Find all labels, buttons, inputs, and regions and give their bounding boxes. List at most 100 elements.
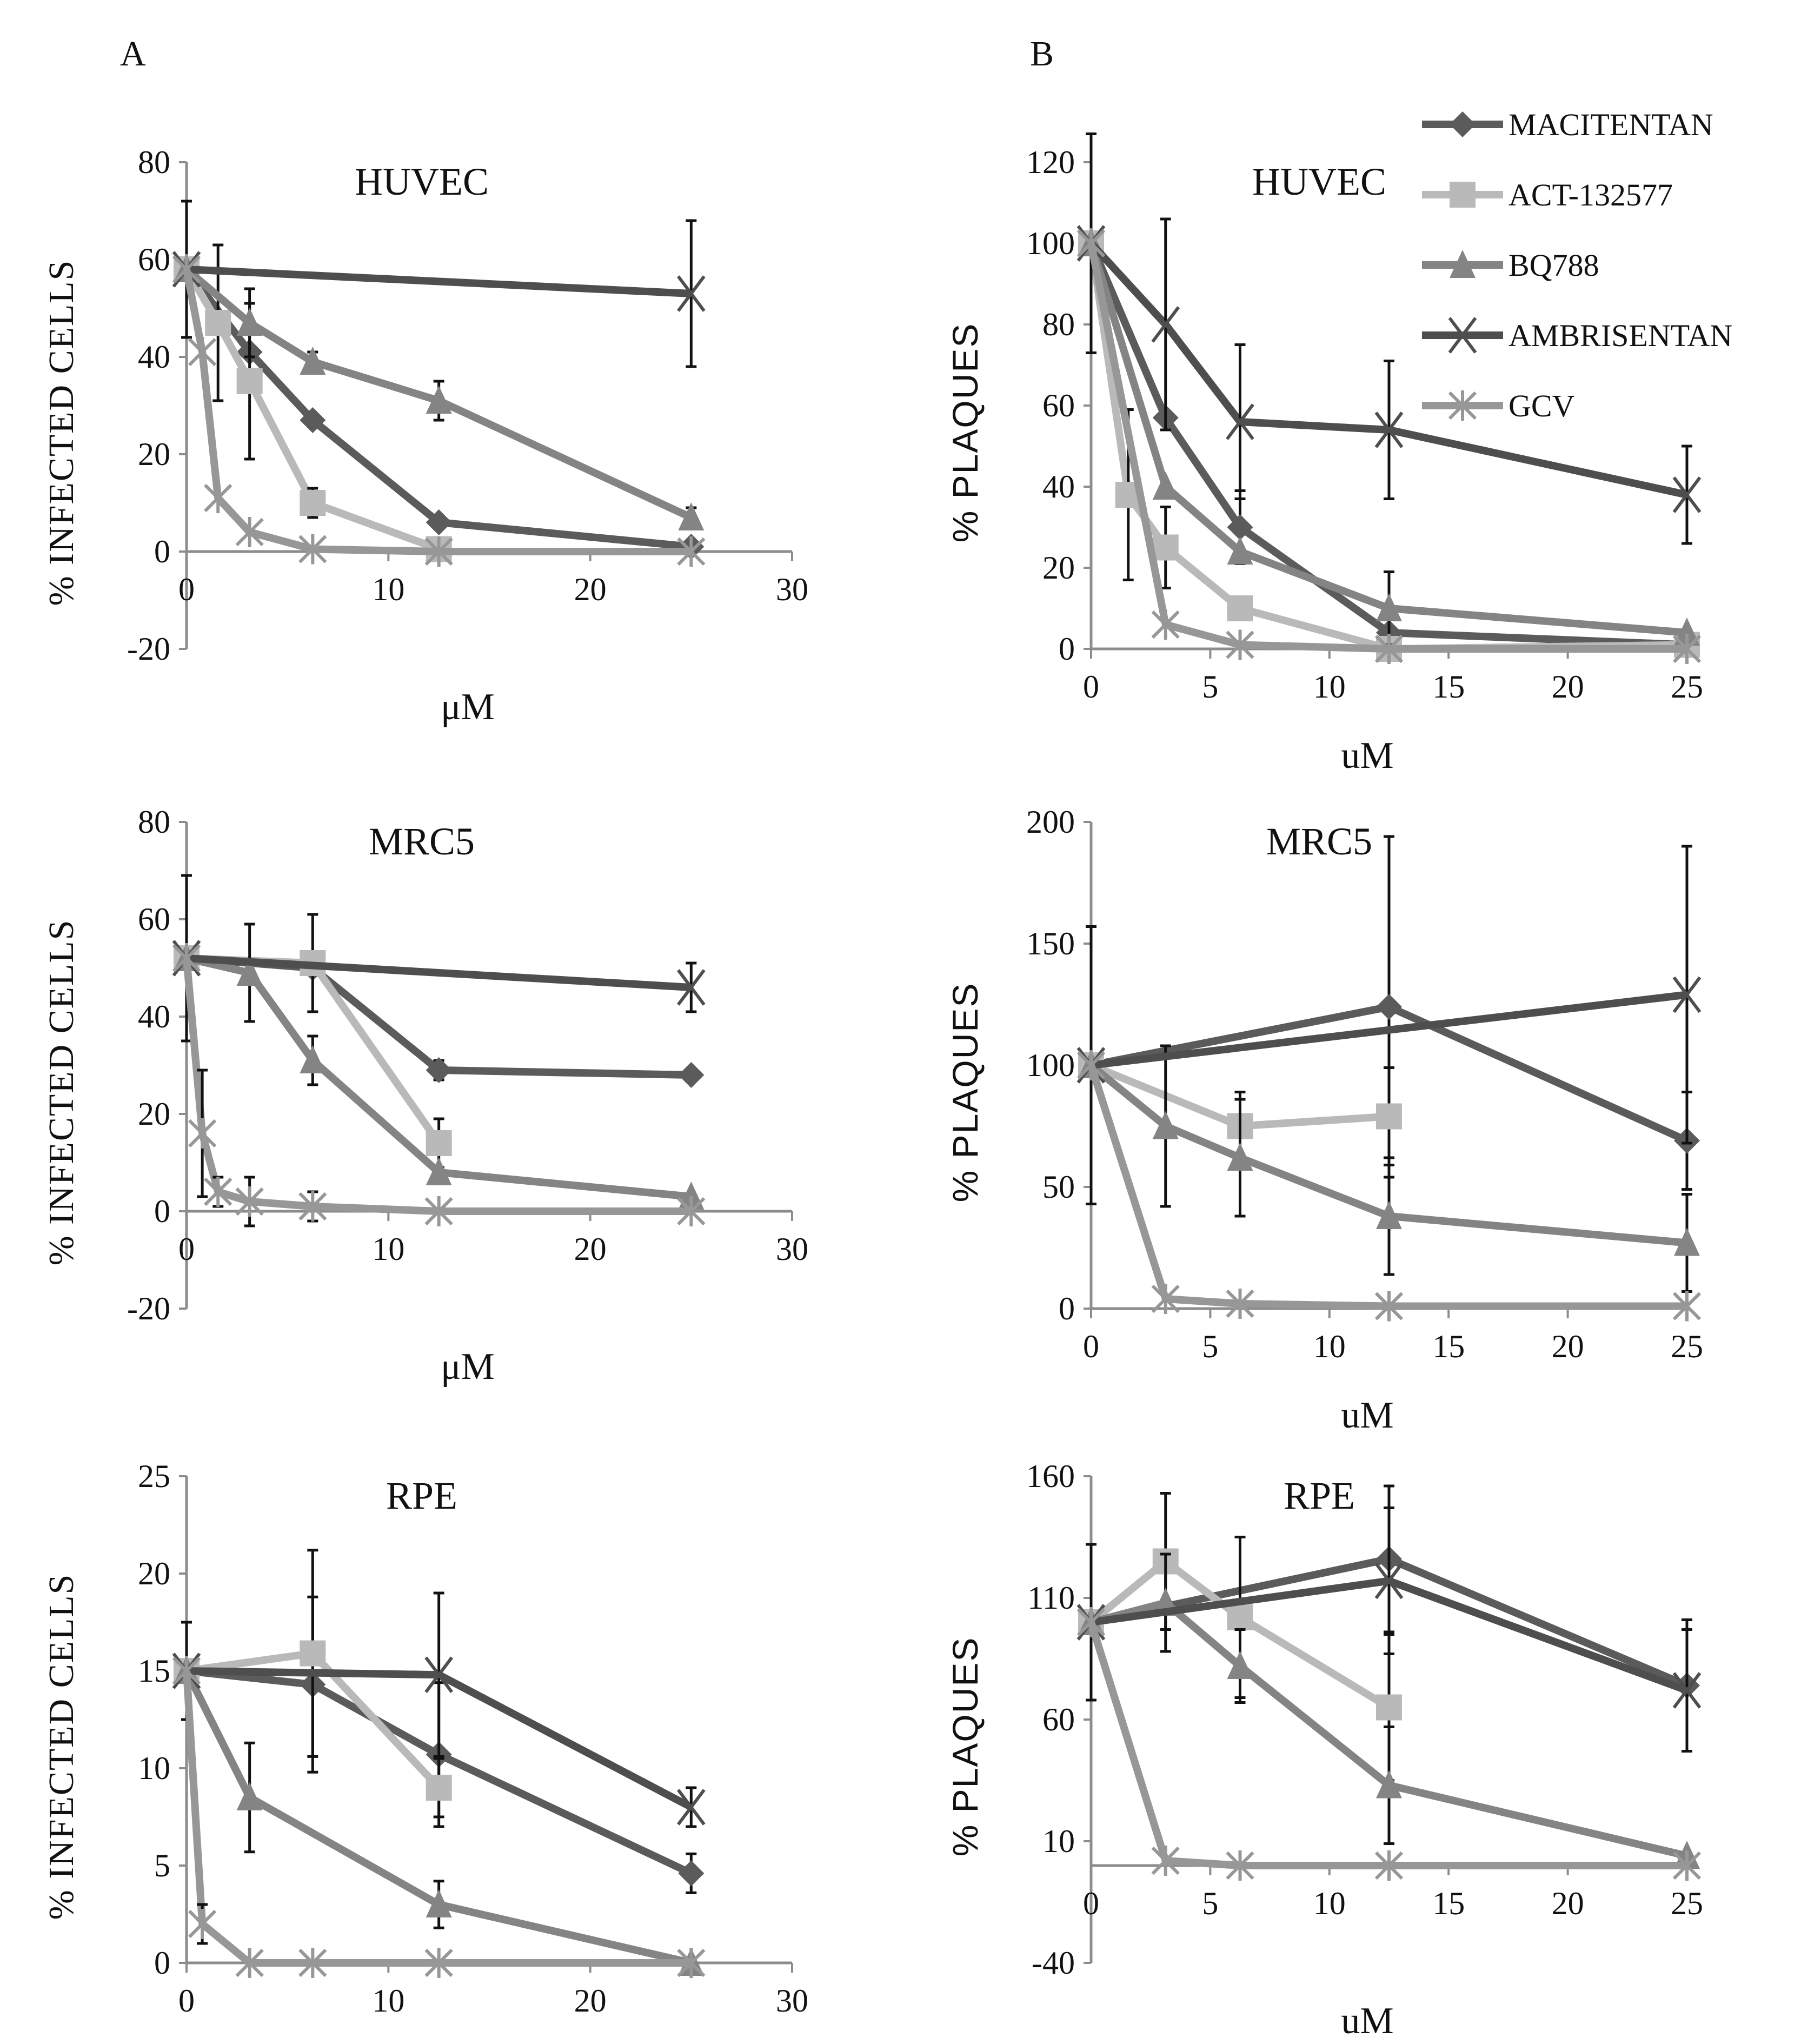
data-point xyxy=(188,1118,217,1149)
series-act-132577 xyxy=(174,1549,452,1819)
data-point xyxy=(676,1789,706,1826)
series-gcv xyxy=(1076,1607,1702,1881)
data-point xyxy=(204,1177,232,1207)
panel-label-b: B xyxy=(1030,34,1054,74)
x-tick-label: 5 xyxy=(1202,1886,1218,1921)
data-point xyxy=(236,368,263,394)
y-tick-label: 40 xyxy=(138,999,170,1034)
data-point xyxy=(204,483,232,513)
data-point xyxy=(1226,1289,1254,1319)
data-point xyxy=(1376,1201,1402,1229)
data-point xyxy=(300,1045,326,1073)
legend-item-ambrisentan: AMBRISENTAN xyxy=(1422,317,1732,354)
chart-title: MRC5 xyxy=(1266,820,1372,863)
panel-label-a: A xyxy=(120,34,146,74)
x-tick-label: 5 xyxy=(1202,669,1218,705)
y-tick-label: 60 xyxy=(138,901,170,937)
chart-rpe-plaques: -40 10 60 110 160 0 5 10 15 20 25 uM % PLAQUES RPE xyxy=(945,1458,1703,2042)
x-tick-label: 20 xyxy=(574,1231,607,1267)
legend-marker xyxy=(1450,111,1476,137)
series-gcv xyxy=(1076,228,1702,664)
data-point xyxy=(235,1186,264,1217)
y-tick-label: -20 xyxy=(127,1291,170,1326)
data-point xyxy=(172,254,201,284)
series-gcv xyxy=(172,943,706,1227)
y-tick-label: 10 xyxy=(138,1750,170,1786)
data-point xyxy=(676,969,706,1006)
data-point xyxy=(1226,1850,1254,1881)
legend-label: MACITENTAN xyxy=(1508,107,1713,142)
x-tick-label: 20 xyxy=(1552,669,1584,705)
legend-label: AMBRISENTAN xyxy=(1508,318,1732,353)
x-tick-label: 0 xyxy=(178,572,195,607)
x-tick-label: 5 xyxy=(1202,1329,1218,1364)
series-line xyxy=(1091,991,1687,1069)
chart-title: RPE xyxy=(386,1474,457,1517)
x-tick-label: 0 xyxy=(1083,669,1099,705)
chart-mrc5-plaques: 0 50 100 150 200 0 5 10 15 20 25 uM % PLAQUES MRC5 xyxy=(945,804,1703,1436)
data-point xyxy=(424,1196,453,1226)
x-tick-label: 30 xyxy=(776,572,808,607)
data-point xyxy=(677,1196,706,1226)
data-point xyxy=(300,1640,326,1667)
x-tick-label: 20 xyxy=(574,572,607,607)
data-point xyxy=(172,943,201,973)
data-point xyxy=(188,337,217,367)
data-point xyxy=(1227,1143,1253,1171)
y-tick-label: 40 xyxy=(138,339,170,375)
x-tick-label: 15 xyxy=(1432,1329,1465,1364)
data-point xyxy=(424,536,453,567)
legend-item-macitentan: MACITENTAN xyxy=(1422,107,1713,142)
x-tick-label: 25 xyxy=(1671,1886,1703,1921)
chart-title: RPE xyxy=(1284,1474,1355,1517)
x-tick-label: 0 xyxy=(178,1231,195,1267)
series-line xyxy=(186,266,692,297)
x-tick-label: 10 xyxy=(372,1983,404,2019)
data-point xyxy=(300,347,326,375)
series-gcv xyxy=(172,254,706,567)
data-point xyxy=(300,490,326,516)
series-gcv xyxy=(1076,1050,1702,1322)
y-tick-label: -40 xyxy=(1032,1945,1075,1981)
y-tick-label: 60 xyxy=(138,242,170,277)
y-axis-label: % PLAQUES xyxy=(945,323,985,543)
data-point xyxy=(678,1062,705,1088)
data-point xyxy=(676,275,706,312)
data-point xyxy=(1226,403,1254,440)
x-axis-label: μM xyxy=(441,1346,495,1388)
x-axis-label: uM xyxy=(1341,1395,1393,1436)
data-point xyxy=(426,1157,452,1185)
data-point xyxy=(1076,1607,1106,1637)
y-tick-label: 20 xyxy=(138,436,170,472)
x-tick-label: 30 xyxy=(776,1983,808,2019)
data-point xyxy=(1227,1604,1253,1630)
x-tick-label: 10 xyxy=(372,1231,404,1267)
chart-title: HUVEC xyxy=(355,160,489,203)
y-tick-label: 80 xyxy=(1042,307,1075,342)
legend-marker xyxy=(1448,317,1477,354)
y-tick-label: 50 xyxy=(1042,1169,1075,1205)
data-point xyxy=(1076,228,1106,258)
data-point xyxy=(1672,634,1702,664)
chart-title: HUVEC xyxy=(1252,160,1386,203)
legend-label: GCV xyxy=(1508,388,1575,423)
data-point xyxy=(1672,1850,1702,1881)
data-point xyxy=(1672,1291,1702,1322)
data-point xyxy=(235,517,264,547)
data-point xyxy=(1151,306,1180,343)
data-point xyxy=(1152,472,1179,500)
series-line xyxy=(183,1669,692,1967)
x-axis-label: uM xyxy=(1341,2000,1393,2042)
data-point xyxy=(298,534,327,565)
y-tick-label: 15 xyxy=(138,1653,170,1689)
series-line xyxy=(186,954,692,991)
x-tick-label: 15 xyxy=(1432,669,1465,705)
data-point xyxy=(298,1191,327,1222)
legend-marker xyxy=(1448,390,1477,421)
data-point xyxy=(1672,976,1702,1013)
y-tick-label: 0 xyxy=(154,1945,170,1981)
data-point xyxy=(426,1057,452,1083)
series-ambrisentan xyxy=(172,200,706,368)
data-point xyxy=(1674,1227,1700,1256)
x-tick-label: 25 xyxy=(1671,669,1703,705)
